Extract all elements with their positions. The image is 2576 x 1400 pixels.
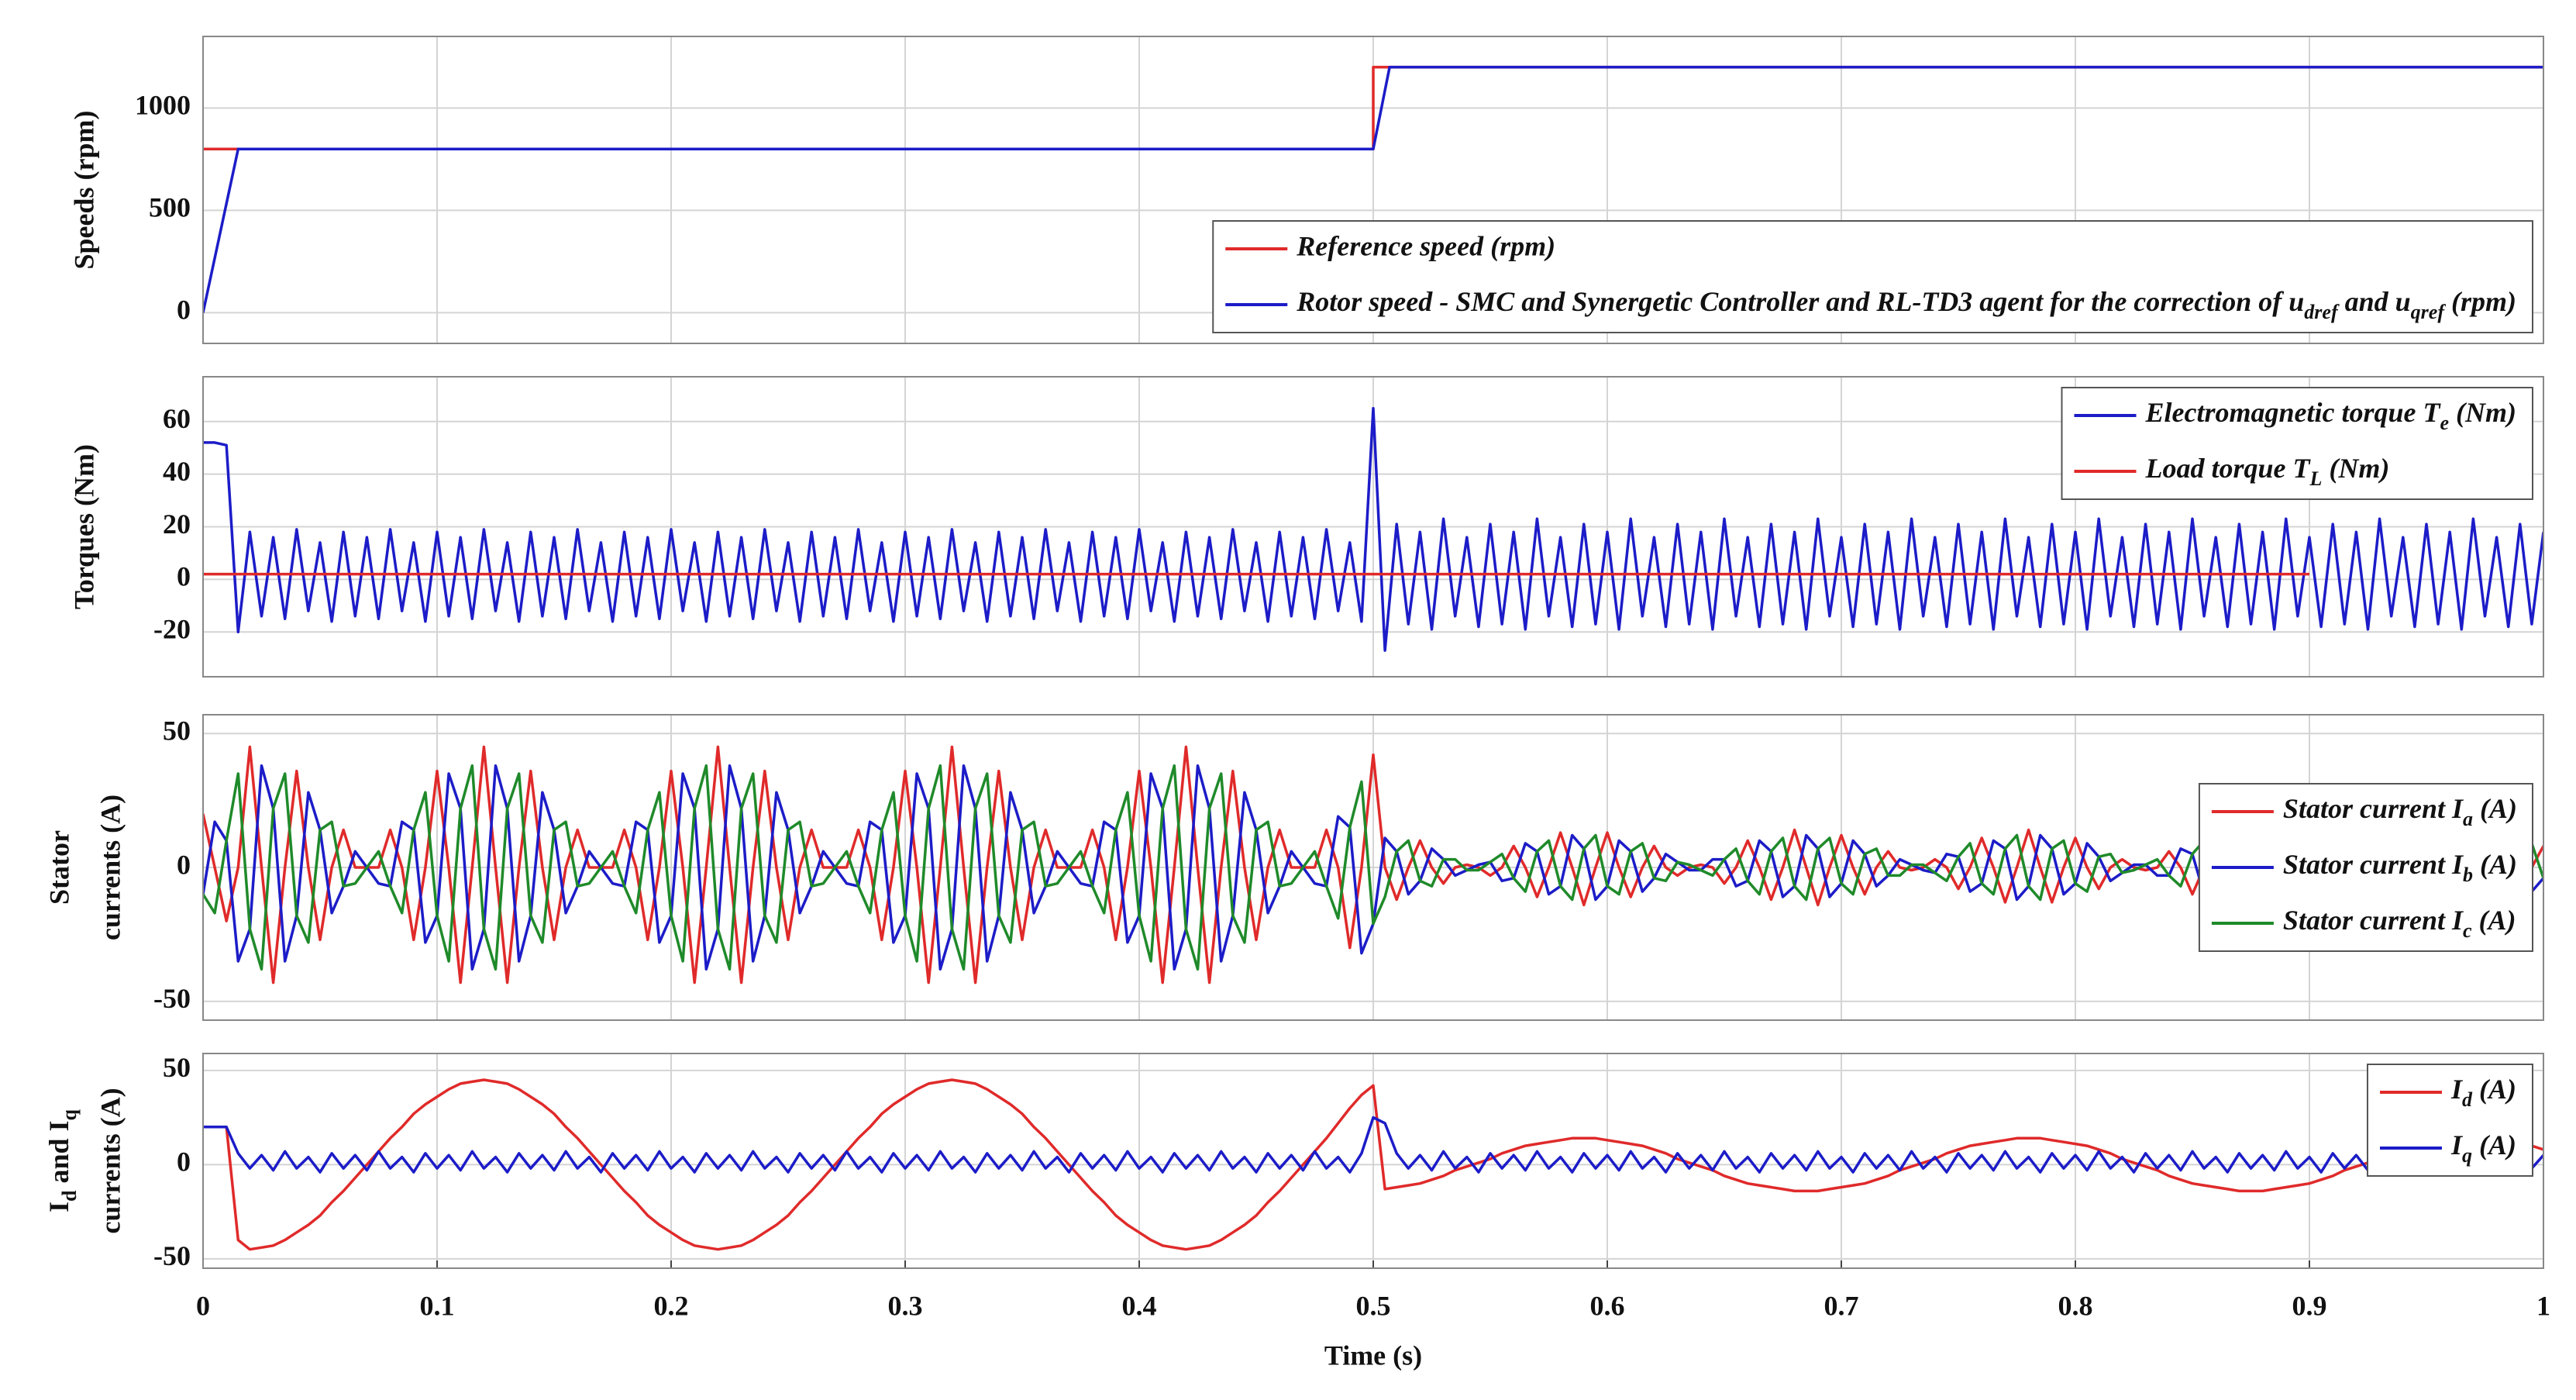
legend: Stator current Ia (A)Stator current Ib (… <box>2198 783 2533 952</box>
legend-label: Stator current Ic (A) <box>2283 905 2516 942</box>
subscript: dref <box>2304 301 2340 323</box>
plot-frame <box>202 1053 2544 1269</box>
x-tick-label: 0.4 <box>1122 1290 1157 1321</box>
subscript: d <box>58 1190 81 1202</box>
plot-frame <box>202 36 2544 344</box>
y-tick-label: 0 <box>177 295 191 326</box>
text-part: Electromagnetic torque T <box>2145 397 2442 428</box>
y-axis-label: currents (A) <box>95 795 126 940</box>
series-group <box>203 65 2543 313</box>
x-tick-label: 0.7 <box>1824 1290 1859 1321</box>
text-part: (rpm) <box>2444 286 2516 317</box>
subscript: a <box>2463 808 2473 830</box>
y-tick-label: 50 <box>163 1052 191 1083</box>
text-part: (A) <box>2473 793 2517 824</box>
x-tick-label: 1 <box>2536 1290 2550 1321</box>
x-tick-label: 0.5 <box>1356 1290 1391 1321</box>
text-part: I <box>2450 1129 2464 1160</box>
x-tick-label: 0.6 <box>1590 1290 1625 1321</box>
x-axis-label: Time (s) <box>1324 1340 1422 1371</box>
legend-label: Id (A) <box>2450 1074 2516 1111</box>
x-tick-label: 0.8 <box>2058 1290 2093 1321</box>
legend-label: Rotor speed - SMC and Synergetic Control… <box>1296 286 2516 323</box>
x-tick-label: 0.3 <box>888 1290 923 1321</box>
y-axis-label: Id and Iq <box>43 1109 81 1212</box>
legend-box <box>2061 387 2533 500</box>
y-tick-label: 0 <box>177 561 191 592</box>
text-part: and I <box>43 1120 74 1190</box>
legend-label: Stator current Ia (A) <box>2283 793 2517 830</box>
y-axis-label: Stator <box>43 830 74 905</box>
subscript: L <box>2309 467 2323 490</box>
subscript: e <box>2440 412 2449 434</box>
y-tick-label: 0 <box>177 849 191 880</box>
legend-label: Load torque TL (Nm) <box>2145 453 2390 490</box>
y-tick-label: 1000 <box>135 90 191 121</box>
x-tick-label: 0 <box>196 1290 210 1321</box>
text-part: (Nm) <box>2322 453 2389 484</box>
text-part: (Nm) <box>2449 397 2516 428</box>
data-line <box>203 1116 2543 1174</box>
data-line <box>203 406 2543 652</box>
y-tick-label: 500 <box>149 192 191 223</box>
text-part: (A) <box>2472 905 2516 936</box>
y-tick-label: -20 <box>153 614 191 645</box>
subscript: b <box>2463 864 2473 886</box>
legend-box <box>1212 220 2533 333</box>
data-line <box>203 764 2543 971</box>
text-part: Stator current I <box>2283 849 2464 880</box>
plot-frame <box>202 714 2544 1021</box>
legend: Reference speed (rpm) Rotor speed - SMC a… <box>1212 220 2533 333</box>
y-axis-label: currents (A) <box>95 1088 126 1233</box>
data-line <box>203 65 2543 313</box>
text-part: I <box>2450 1074 2464 1105</box>
subscript: qref <box>2411 301 2447 323</box>
text-part: Rotor speed - SMC and Synergetic Control… <box>1296 286 2304 317</box>
legend-label: Electromagnetic torque Te (Nm) <box>2145 397 2517 434</box>
legend: Electromagnetic torque Te (Nm)Load torqu… <box>2061 387 2533 500</box>
series-group <box>203 745 2543 984</box>
x-tick-label: 0.9 <box>2292 1290 2327 1321</box>
y-tick-label: 60 <box>163 403 191 434</box>
text-part: Stator current I <box>2283 905 2464 936</box>
legend-label: Stator current Ib (A) <box>2283 849 2517 886</box>
x-tick-label: 0.2 <box>654 1290 689 1321</box>
series-group <box>203 406 2543 652</box>
y-tick-label: -50 <box>153 983 191 1014</box>
legend: Id (A)Iq (A) <box>2366 1064 2533 1177</box>
subscript: q <box>58 1109 81 1120</box>
y-axis-label: Speeds (rpm) <box>68 111 99 270</box>
text-part: (A) <box>2473 849 2517 880</box>
x-tick-label: 0.1 <box>420 1290 455 1321</box>
subscript: c <box>2463 919 2472 942</box>
y-axis-label: Torques (Nm) <box>68 444 99 609</box>
plot-frame <box>202 376 2544 678</box>
data-line <box>203 1078 2543 1251</box>
y-tick-label: 40 <box>163 456 191 487</box>
text-part: I <box>43 1202 74 1212</box>
y-tick-label: 0 <box>177 1147 191 1178</box>
legend-label: Reference speed (rpm) <box>1296 230 1555 261</box>
y-tick-label: 50 <box>163 715 191 746</box>
legend-box <box>2366 1064 2533 1177</box>
subscript: q <box>2462 1144 2472 1167</box>
text-part: (A) <box>2472 1129 2516 1160</box>
text-part: and u <box>2338 286 2411 317</box>
data-line <box>203 745 2543 984</box>
legend-label: Iq (A) <box>2450 1129 2516 1167</box>
text-part: Stator current I <box>2283 793 2464 824</box>
text-part: (A) <box>2472 1074 2516 1105</box>
y-tick-label: -50 <box>153 1240 191 1271</box>
text-part: Load torque T <box>2145 453 2312 484</box>
series-group <box>203 1078 2543 1251</box>
y-tick-label: 20 <box>163 509 191 540</box>
subscript: d <box>2462 1088 2473 1111</box>
